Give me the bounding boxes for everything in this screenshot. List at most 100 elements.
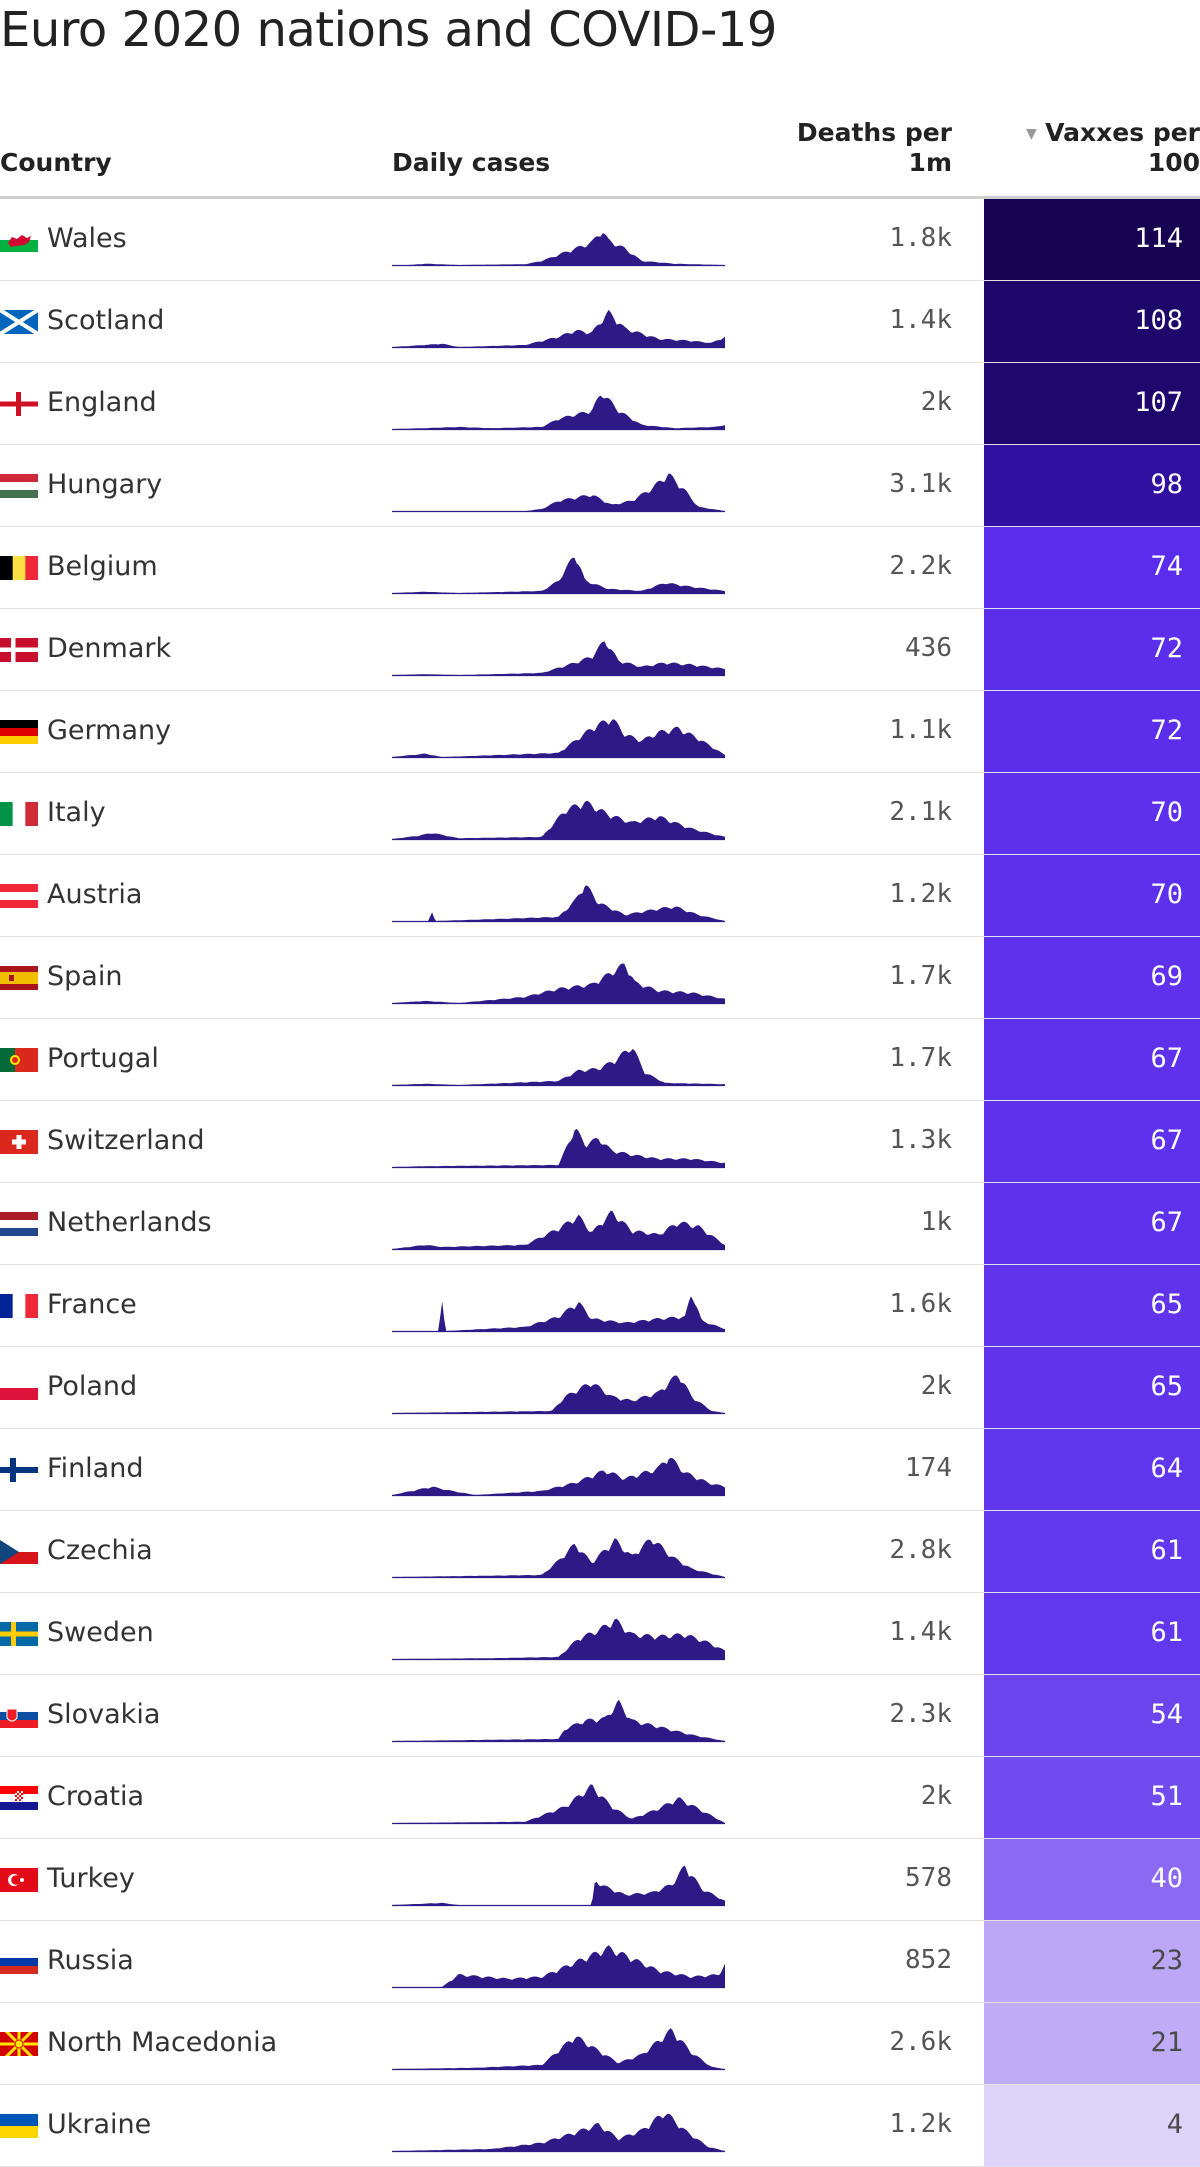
flag-france-icon [0,1294,38,1318]
table-row: Czechia 2.8k 61 [0,1511,1200,1593]
vaxxes-per-100-value: 114 [1134,223,1183,254]
deaths-per-1m-value: 436 [905,633,952,663]
daily-cases-area [392,1210,725,1249]
daily-cases-area [392,2113,725,2151]
vaxxes-per-100-value: 65 [1150,1289,1183,1320]
column-header-deaths[interactable]: Deaths per 1m [796,118,952,177]
flag-hungary-icon [0,474,38,498]
daily-cases-sparkline [392,2113,725,2153]
daily-cases-sparkline [392,1784,725,1825]
vaxxes-per-100-value: 40 [1150,1863,1183,1894]
country-name: France [47,1289,137,1320]
vaxxes-per-100-value: 54 [1150,1699,1183,1730]
table-row: Ukraine 1.2k 4 [0,2085,1200,2167]
table-row: Finland 174 64 [0,1429,1200,1511]
daily-cases-area [392,641,725,675]
flag-england-icon [0,392,38,416]
flag-north-macedonia-icon [0,2032,38,2056]
deaths-per-1m-value: 1.6k [889,1289,952,1319]
vaxxes-per-100-cell: 72 [984,691,1200,772]
country-name: Spain [47,961,123,992]
daily-cases-area [392,1538,725,1577]
table-row: Croatia 2k 51 [0,1757,1200,1839]
deaths-per-1m-value: 2.6k [889,2027,952,2057]
table-row: Italy 2.1k 70 [0,773,1200,855]
flag-wales-icon [0,228,38,252]
table-row: Russia 852 23 [0,1921,1200,2003]
vaxxes-per-100-cell: 69 [984,937,1200,1018]
country-name: Denmark [47,633,172,664]
country-name: Scotland [47,305,165,336]
country-name: Ukraine [47,2109,152,2140]
daily-cases-sparkline [392,1128,725,1169]
daily-cases-area [392,1865,725,1905]
daily-cases-sparkline [392,800,725,841]
country-name: Sweden [47,1617,154,1648]
table-row: Germany 1.1k 72 [0,691,1200,773]
table-row: Slovakia 2.3k 54 [0,1675,1200,1757]
daily-cases-area [392,1457,725,1495]
deaths-per-1m-value: 1.7k [889,1043,952,1073]
vaxxes-per-100-cell: 67 [984,1101,1200,1182]
table-row: Turkey 578 40 [0,1839,1200,1921]
country-name: Netherlands [47,1207,212,1238]
vaxxes-per-100-cell: 108 [984,281,1200,362]
country-name: Slovakia [47,1699,161,1730]
daily-cases-area [392,1048,725,1085]
flag-italy-icon [0,802,38,826]
vaxxes-per-100-value: 107 [1134,387,1183,418]
country-name: Turkey [47,1863,135,1894]
deaths-per-1m-value: 2.8k [889,1535,952,1565]
flag-portugal-icon [0,1048,38,1072]
vaxxes-per-100-value: 74 [1150,551,1183,582]
vaxxes-per-100-cell: 54 [984,1675,1200,1756]
column-header-country[interactable]: Country [0,148,112,177]
vaxxes-per-100-value: 67 [1150,1043,1183,1074]
daily-cases-sparkline [392,1865,725,1907]
flag-turkey-icon [0,1868,38,1892]
vaxxes-per-100-value: 21 [1150,2027,1183,2058]
vaxxes-per-100-cell: 107 [984,363,1200,444]
daily-cases-sparkline [392,1618,725,1661]
country-name: North Macedonia [47,2027,278,2058]
vaxxes-per-100-cell: 21 [984,2003,1200,2084]
vaxxes-per-100-cell: 74 [984,527,1200,608]
daily-cases-sparkline [392,1699,725,1743]
deaths-per-1m-value: 852 [905,1945,952,1975]
daily-cases-sparkline [392,557,725,595]
vaxxes-per-100-cell: 67 [984,1019,1200,1100]
vaxxes-per-100-value: 51 [1150,1781,1183,1812]
daily-cases-sparkline [392,963,725,1005]
deaths-per-1m-value: 1.8k [889,223,952,253]
vaxxes-per-100-cell: 40 [984,1839,1200,1920]
deaths-per-1m-value: 2k [920,387,952,417]
table-row: Wales 1.8k 114 [0,199,1200,281]
vaxxes-per-100-value: 98 [1150,469,1183,500]
sort-descending-icon[interactable]: ▼ [1026,126,1037,142]
daily-cases-area [392,309,725,347]
table-row: Poland 2k 65 [0,1347,1200,1429]
daily-cases-area [392,1945,725,1987]
daily-cases-area [392,473,725,511]
vaxxes-per-100-cell: 98 [984,445,1200,526]
vaxxes-per-100-value: 65 [1150,1371,1183,1402]
vaxxes-per-100-value: 72 [1150,715,1183,746]
daily-cases-area [392,395,725,429]
flag-spain-icon [0,966,38,990]
deaths-per-1m-value: 3.1k [889,469,952,499]
vaxxes-per-100-cell: 4 [984,2085,1200,2166]
column-header-daily-cases[interactable]: Daily cases [392,148,551,177]
vaxxes-per-100-cell: 70 [984,855,1200,936]
daily-cases-area [392,1618,725,1659]
country-name: Belgium [47,551,158,582]
country-name: Croatia [47,1781,145,1812]
flag-switzerland-icon [0,1130,38,1154]
flag-netherlands-icon [0,1212,38,1236]
flag-belgium-icon [0,556,38,580]
daily-cases-sparkline [392,1210,725,1251]
column-header-vaxxes[interactable]: Vaxxes per 100 [1045,118,1200,177]
flag-germany-icon [0,720,38,744]
table-row: Hungary 3.1k 98 [0,445,1200,527]
vaxxes-per-100-cell: 72 [984,609,1200,690]
country-name: Czechia [47,1535,153,1566]
